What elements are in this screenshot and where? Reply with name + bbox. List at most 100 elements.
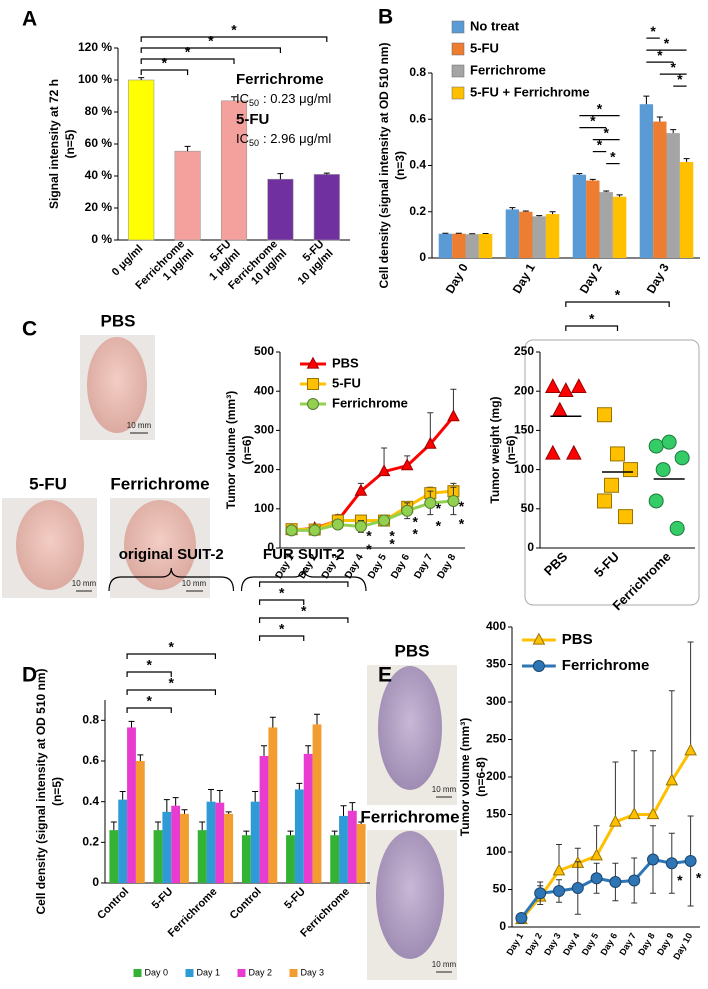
y-axis-label: (n=5) xyxy=(50,777,64,806)
scale-label: 10 mm xyxy=(432,960,457,969)
bar xyxy=(154,830,163,883)
bar xyxy=(109,830,118,883)
significance-bracket xyxy=(127,690,215,695)
error-bar xyxy=(688,642,694,751)
x-tick-label: Day 7 xyxy=(412,552,435,581)
error-bar xyxy=(296,783,302,789)
bar xyxy=(533,216,546,258)
y-tick-label: 0 % xyxy=(91,232,112,246)
error-bar xyxy=(137,755,143,761)
significance-label: * xyxy=(657,47,663,63)
marker xyxy=(559,383,573,396)
annotation-subscript: 50 xyxy=(249,98,259,108)
bar xyxy=(268,727,277,883)
photo-subject xyxy=(376,831,444,959)
significance-label: * xyxy=(208,33,214,49)
series-line xyxy=(521,751,690,920)
annotation-value: : 0.23 μg/ml xyxy=(263,91,331,106)
bar xyxy=(198,830,207,883)
significance-label: * xyxy=(590,112,596,128)
legend-label: Day 3 xyxy=(301,967,325,977)
bar xyxy=(452,234,465,258)
legend-swatch xyxy=(452,43,464,55)
error-bar xyxy=(277,174,283,180)
x-tick-label: 5-FU xyxy=(150,886,176,912)
marker xyxy=(546,446,560,459)
bar xyxy=(586,181,599,258)
x-tick-label: Day 2 xyxy=(523,931,544,957)
legend-label: PBS xyxy=(562,631,593,648)
y-tick-label: 250 xyxy=(486,732,506,746)
scale-label: 10 mm xyxy=(182,579,207,588)
marker xyxy=(572,883,583,894)
bar xyxy=(286,835,295,883)
y-axis-label: (n=5) xyxy=(63,129,77,158)
significance-label: * xyxy=(162,55,168,71)
error-bar xyxy=(643,96,649,104)
error-bar xyxy=(199,822,205,830)
error-bar xyxy=(631,751,637,815)
error-bar xyxy=(576,174,582,175)
error-bar xyxy=(341,806,347,816)
y-tick-label: 100 xyxy=(254,501,274,515)
marker xyxy=(648,854,659,865)
scale-label: 10 mm xyxy=(72,579,97,588)
significance-label: * xyxy=(389,535,395,551)
marker xyxy=(309,525,320,536)
significance-label: * xyxy=(650,23,656,39)
error-bar xyxy=(314,714,320,724)
bar xyxy=(314,174,340,240)
error-bar xyxy=(536,216,542,217)
marker xyxy=(619,510,633,524)
error-bar xyxy=(603,191,609,192)
y-tick-label: 50 xyxy=(521,501,535,515)
error-bar xyxy=(208,789,214,801)
marker xyxy=(629,875,640,886)
marker xyxy=(685,744,696,754)
legend-marker xyxy=(308,379,319,390)
y-tick-label: 0.4 xyxy=(409,158,426,172)
photo: 10 mm PBS xyxy=(80,311,155,440)
series-line xyxy=(292,417,454,531)
significance-label: * xyxy=(279,585,285,601)
x-tick-label: Ferrichrome1 μg/ml xyxy=(133,238,196,301)
photo: 10 mm Ferrichrome xyxy=(360,807,459,980)
legend-marker xyxy=(533,661,544,672)
x-tick-label: Day 3 xyxy=(644,261,672,296)
marker xyxy=(286,525,297,536)
scale-label: 10 mm xyxy=(127,421,152,430)
bar xyxy=(171,806,180,883)
marker xyxy=(567,446,581,459)
marker xyxy=(610,877,621,888)
bar xyxy=(242,835,251,883)
x-tick-label: Day 1 xyxy=(510,261,538,296)
significance-label: * xyxy=(670,59,676,75)
bar xyxy=(175,151,201,240)
significance-label: * xyxy=(677,872,683,888)
photo: 10 mm 5-FU xyxy=(2,474,97,598)
significance-label: * xyxy=(696,870,702,886)
y-tick-label: 100 % xyxy=(78,72,112,86)
significance-bracket xyxy=(260,636,304,641)
significance-label: * xyxy=(436,500,442,516)
marker xyxy=(402,505,413,516)
significance-label: * xyxy=(366,541,372,557)
x-tick-label-line: 0 μg/ml xyxy=(110,243,146,279)
y-tick-label: 0.2 xyxy=(409,204,426,218)
bar xyxy=(466,234,479,258)
panel-label: A xyxy=(22,8,37,31)
annotation-text: IC50: 0.23 μg/ml xyxy=(236,91,331,108)
y-tick-label: 350 xyxy=(486,657,506,671)
marker xyxy=(624,463,638,477)
bar xyxy=(127,727,136,883)
error-bar xyxy=(523,211,529,212)
significance-label: * xyxy=(597,136,603,152)
y-tick-label: 300 xyxy=(486,694,506,708)
scale-label: 10 mm xyxy=(432,785,457,794)
bar xyxy=(506,209,519,258)
significance-label: * xyxy=(436,518,442,534)
bar xyxy=(330,835,339,883)
bar xyxy=(251,802,260,883)
bar xyxy=(680,162,693,258)
error-bar xyxy=(684,159,690,162)
